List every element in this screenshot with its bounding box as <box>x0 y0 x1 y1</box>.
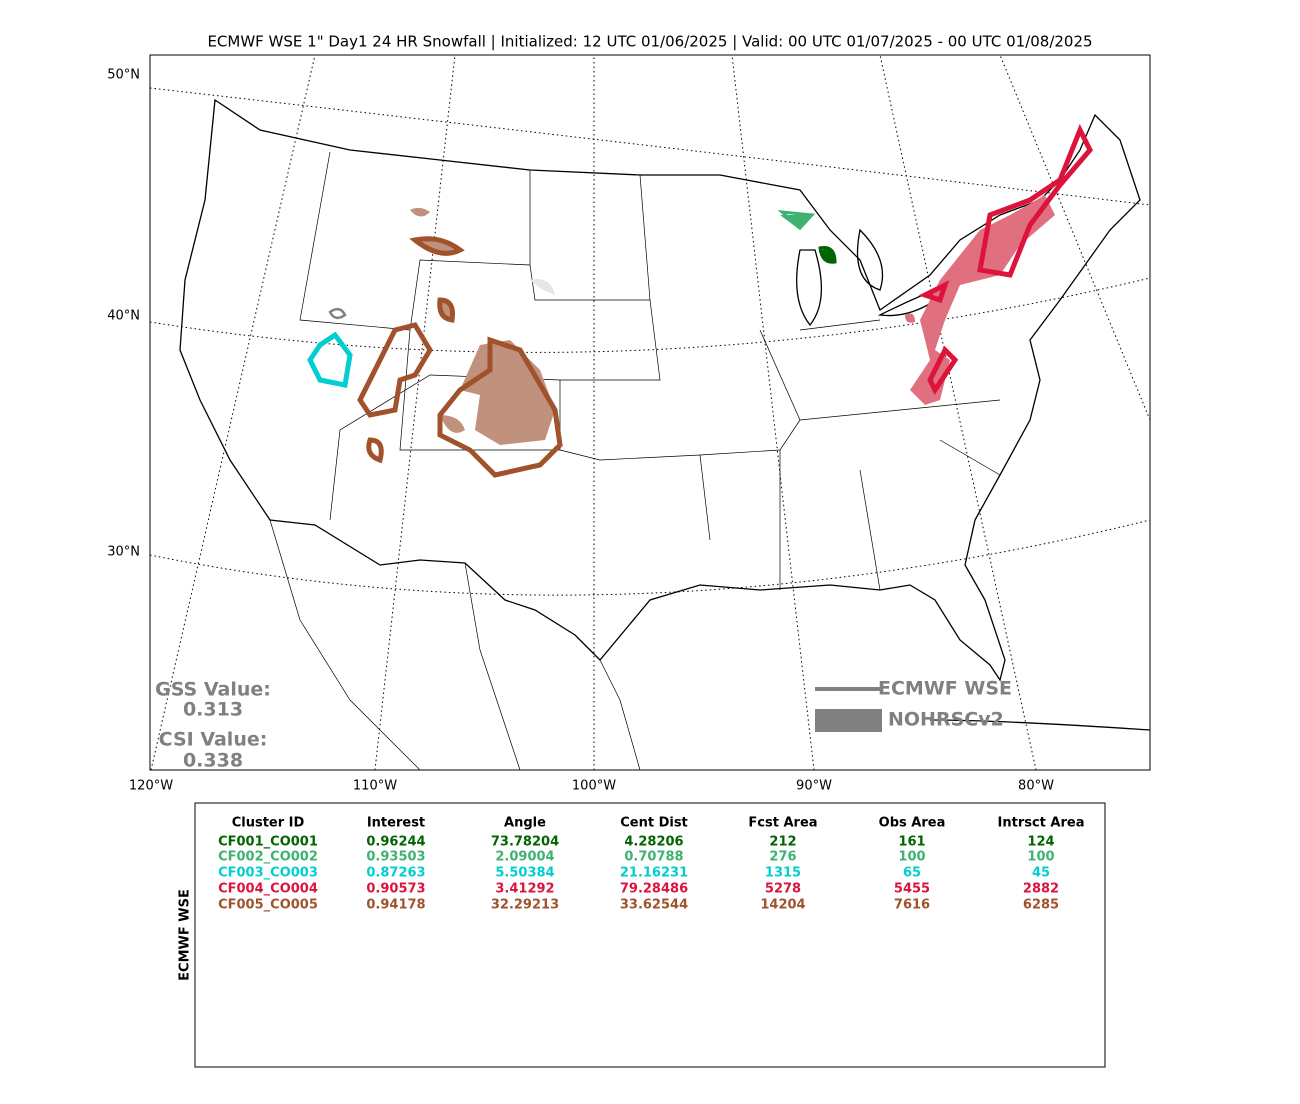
csi-label: CSI Value: <box>159 729 268 751</box>
legend-forecast: ECMWF WSE <box>878 678 1012 700</box>
table-frame <box>194 802 1106 1068</box>
graticule <box>150 277 1150 353</box>
table-cell: 65 <box>903 866 921 881</box>
table-cell: CF005_CO005 <box>218 898 318 913</box>
graticule <box>150 519 1150 596</box>
table-cell: CF003_CO003 <box>218 866 318 881</box>
gss-label: GSS Value: <box>155 679 271 701</box>
table-cell: 0.90573 <box>366 882 425 897</box>
table-cell: 0.94178 <box>366 898 425 913</box>
obs-area <box>530 279 555 295</box>
fcst-contour <box>818 246 837 264</box>
forecast-contours <box>307 123 1093 478</box>
csi-value: 0.338 <box>183 750 243 772</box>
obs-area <box>905 195 1055 405</box>
table: Cluster ID Interest Angle Cent Dist Fcst Are… <box>218 816 1084 913</box>
table-cell: 100 <box>1027 850 1054 865</box>
column-header: Angle <box>504 816 546 831</box>
lat-label: 50°N <box>107 68 140 83</box>
table-cell: 33.62544 <box>620 898 688 913</box>
table-cell: 3.41292 <box>495 882 554 897</box>
table-cell: 276 <box>769 850 796 865</box>
table-cell: 5278 <box>765 882 801 897</box>
table-cell: 0.87263 <box>366 866 425 881</box>
fcst-contour <box>357 236 465 464</box>
fcst-contour <box>328 307 347 320</box>
fcst-contour <box>307 331 353 388</box>
table-cell: 0.93503 <box>366 850 425 865</box>
column-header: Cent Dist <box>620 816 688 831</box>
table-cell: 21.16231 <box>620 866 688 881</box>
table-cell: 161 <box>898 835 925 850</box>
graticule <box>879 55 1037 770</box>
table-cell: 212 <box>769 835 796 850</box>
lon-label: 80°W <box>1018 779 1054 794</box>
fcst-contour <box>437 336 563 478</box>
table-cell: 1315 <box>765 866 801 881</box>
legend-observed: NOHRSCv2 <box>888 709 1004 731</box>
table-cell: 5.50384 <box>495 866 554 881</box>
table-side-label: ECMWF WSE <box>178 889 193 981</box>
table-cell: 7616 <box>894 898 930 913</box>
graticule <box>150 87 1150 206</box>
state-lines <box>269 151 1001 770</box>
column-header: Fcst Area <box>748 816 817 831</box>
table-cell: 100 <box>898 850 925 865</box>
table-cell: 73.78204 <box>491 835 559 850</box>
us-outline <box>179 98 1141 682</box>
table-cell: 2882 <box>1023 882 1059 897</box>
table-cell: 5455 <box>894 882 930 897</box>
lon-label: 90°W <box>796 779 832 794</box>
lon-label: 100°W <box>572 779 616 794</box>
cuba <box>929 719 1150 731</box>
lat-label: 30°N <box>107 545 140 560</box>
column-header: Intrsct Area <box>998 816 1085 831</box>
graticule <box>374 55 456 770</box>
table-cell: CF004_CO004 <box>218 882 318 897</box>
graticule <box>150 55 316 770</box>
lon-label: 120°W <box>129 779 173 794</box>
lon-label: 110°W <box>353 779 397 794</box>
title: ECMWF WSE 1" Day1 24 HR Snowfall | Initi… <box>207 33 1092 51</box>
lat-label: 40°N <box>107 309 140 324</box>
table-cell: 6285 <box>1023 898 1059 913</box>
gss-value: 0.313 <box>183 699 243 721</box>
table-cell: CF002_CO002 <box>218 850 318 865</box>
table-cell: 4.28206 <box>624 835 683 850</box>
table-cell: 2.09004 <box>495 850 554 865</box>
fcst-contour <box>918 123 1093 395</box>
graticule <box>731 55 815 770</box>
table-cell: 45 <box>1032 866 1050 881</box>
column-header: Cluster ID <box>232 816 305 831</box>
table-cell: 79.28486 <box>620 882 688 897</box>
table-cell: 14204 <box>760 898 805 913</box>
map-frame <box>149 54 1151 771</box>
table-cell: 0.96244 <box>366 835 425 850</box>
map <box>149 54 1151 771</box>
graticule <box>999 55 1150 421</box>
table-cell: 32.29213 <box>491 898 559 913</box>
legend-swatch <box>815 709 882 732</box>
fcst-contour <box>777 210 816 231</box>
column-header: Obs Area <box>879 816 946 831</box>
table-cell: 0.70788 <box>624 850 683 865</box>
table-cell: CF001_CO001 <box>218 835 318 850</box>
column-header: Interest <box>367 816 425 831</box>
table-cell: 124 <box>1027 835 1054 850</box>
